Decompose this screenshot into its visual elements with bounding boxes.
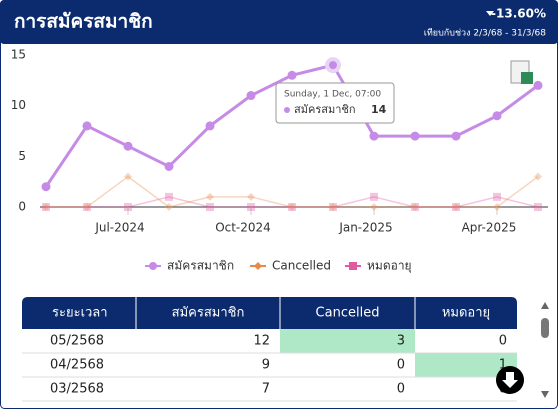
point [205, 121, 215, 131]
point [42, 203, 50, 211]
cell: 0 [397, 358, 405, 373]
legend-marker [254, 262, 262, 270]
column-header: สมัครสมาชิก [172, 306, 245, 321]
point [492, 111, 502, 121]
column-header: ระยะเวลา [52, 306, 108, 321]
point [82, 121, 92, 131]
point [246, 91, 256, 101]
cell: 0 [499, 334, 507, 349]
scroll-down[interactable] [541, 391, 549, 398]
point [534, 172, 542, 181]
point [83, 203, 91, 211]
y-tick-label: 10 [11, 98, 26, 112]
point [206, 192, 214, 201]
legend-marker [149, 262, 157, 270]
cell: 12 [253, 334, 270, 349]
tooltip-dot [284, 107, 290, 113]
point [124, 203, 132, 211]
point [451, 131, 461, 141]
point [123, 141, 133, 151]
point [329, 203, 337, 211]
tooltip-value: 14 [371, 103, 387, 116]
point [493, 203, 501, 211]
tooltip-box [275, 82, 395, 124]
point [493, 192, 501, 201]
tooltip-name: สมัครสมาชิก [294, 103, 356, 116]
cell: 0 [397, 382, 405, 397]
scrollbar[interactable] [541, 302, 549, 398]
title: การสมัครสมาชิก [14, 11, 153, 33]
point [452, 203, 460, 211]
point [42, 203, 50, 211]
point [83, 203, 91, 211]
point [165, 203, 173, 211]
cell: 9 [262, 358, 270, 373]
point [410, 131, 420, 141]
point [411, 203, 419, 211]
legend-label: สมัครสมาชิก [167, 259, 234, 273]
down-arrow [486, 11, 494, 16]
point [325, 57, 341, 74]
x-tick-label: Oct-2024 [215, 221, 271, 235]
point [206, 203, 214, 211]
download-arrow[interactable] [502, 372, 518, 388]
cell: 03/2568 [50, 382, 104, 397]
legend-label: หมดอายุ [367, 259, 412, 274]
x-tick-label: Jul-2024 [94, 221, 144, 235]
scroll-thumb[interactable] [541, 318, 549, 338]
series-line [46, 196, 539, 208]
y-tick-label: 5 [18, 149, 26, 163]
column-header: Cancelled [316, 306, 380, 321]
xls[interactable] [521, 72, 533, 84]
table-header [22, 297, 517, 329]
point [452, 203, 460, 211]
point [411, 203, 419, 211]
download-button[interactable] [496, 366, 524, 394]
point [533, 80, 543, 90]
cell: 3 [397, 334, 405, 349]
point [124, 172, 132, 181]
x-tick-label: Apr-2025 [462, 221, 517, 235]
point [370, 203, 378, 211]
point [164, 161, 174, 171]
cell: 1 [499, 358, 507, 373]
point [247, 203, 255, 211]
scroll-up[interactable] [541, 302, 549, 309]
y-tick-label: 15 [11, 48, 26, 62]
series-line [46, 175, 539, 208]
point [165, 192, 173, 201]
tooltip-title: Sunday, 1 Dec, 07:00 [284, 90, 381, 100]
cell: 7 [262, 382, 270, 397]
point [41, 182, 51, 192]
export-icon[interactable] [510, 60, 533, 84]
point [288, 203, 296, 211]
point [370, 192, 378, 201]
point [288, 203, 296, 211]
y-tick-label: 0 [18, 200, 26, 214]
point [534, 203, 542, 211]
legend-marker [349, 262, 357, 270]
highlight-cell [280, 329, 415, 353]
header-bar [0, 0, 558, 44]
column-header: หมดอายุ [442, 306, 490, 321]
point [329, 203, 337, 211]
point [247, 192, 255, 201]
compare: เทียบกับช่วง 2/3/68 - 31/3/68 [424, 28, 546, 39]
x-tick-label: Jan-2025 [338, 221, 392, 235]
point [287, 70, 297, 80]
point [369, 131, 379, 141]
change: -13.60% [491, 7, 546, 21]
cell: 05/2568 [50, 334, 104, 349]
legend-label: Cancelled [272, 259, 331, 273]
cell: 04/2568 [50, 358, 104, 373]
